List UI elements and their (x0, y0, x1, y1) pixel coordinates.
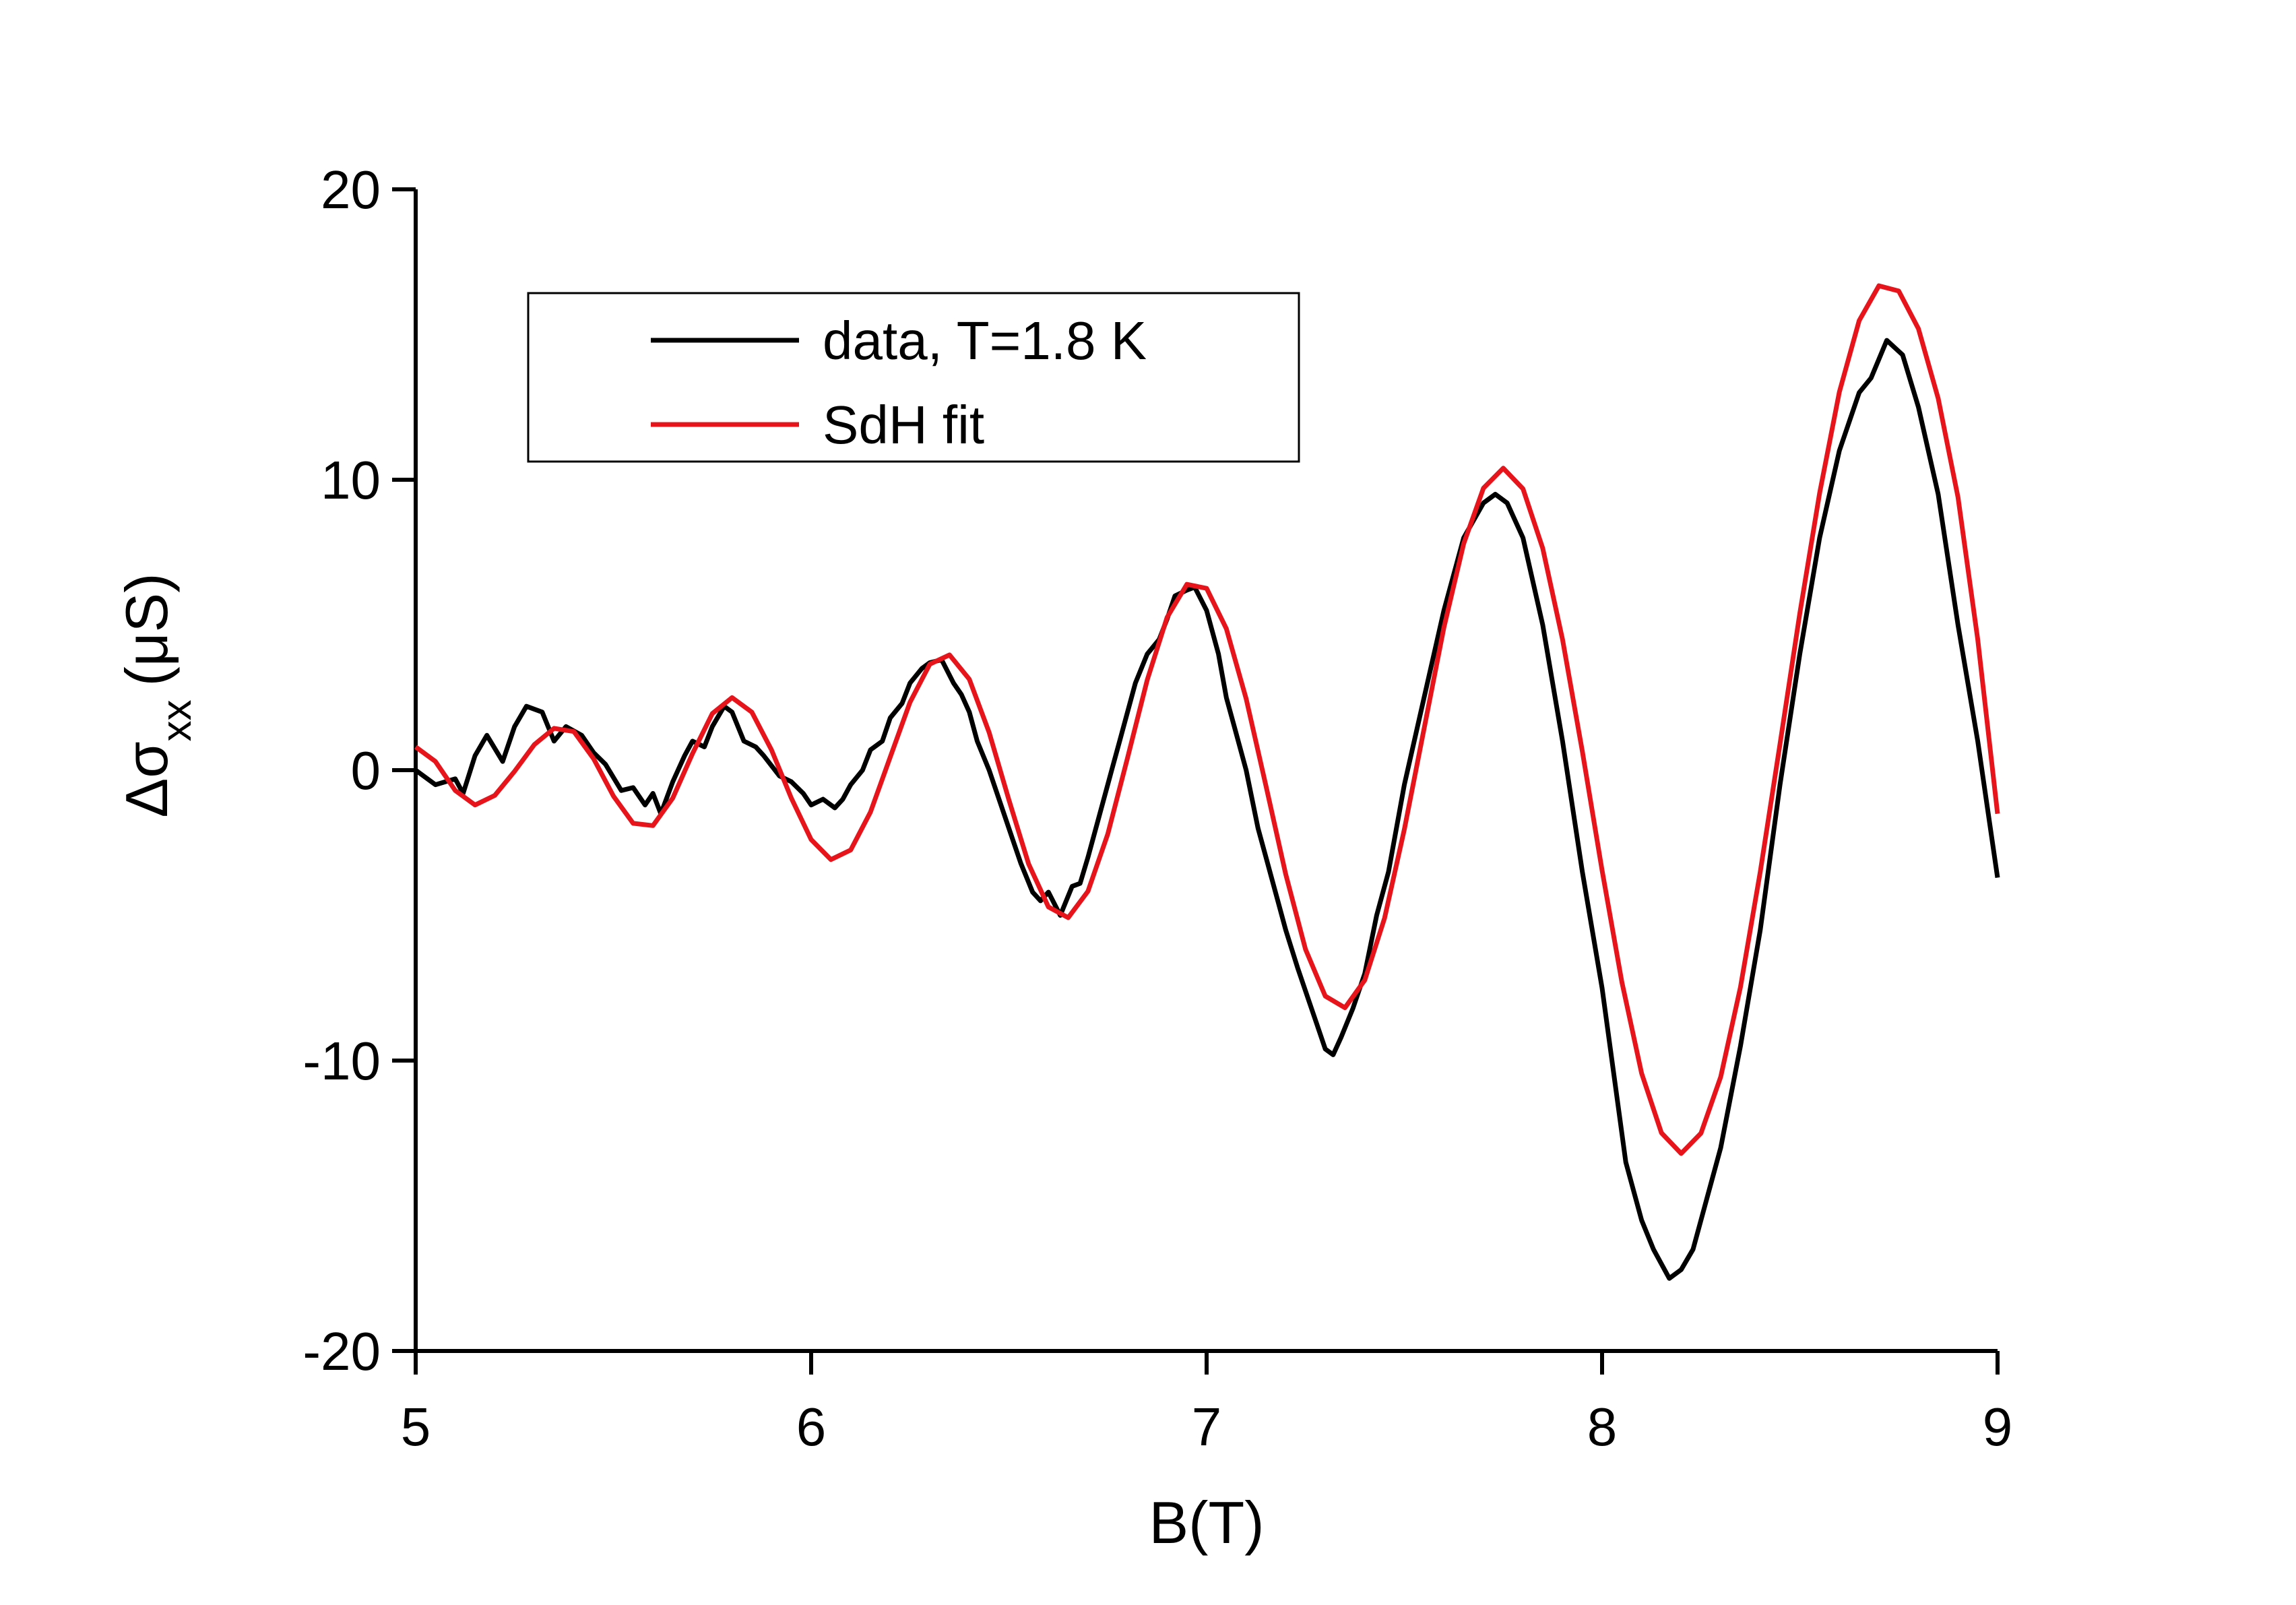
legend-label: SdH fit (823, 395, 984, 455)
x-tick-label: 7 (1192, 1397, 1222, 1457)
y-tick-label: 10 (321, 450, 381, 510)
y-label-subscript: xx (154, 699, 200, 741)
data-line (414, 338, 2000, 1281)
y-label-unit: (μS) (113, 573, 180, 686)
y-tick-label: 0 (351, 741, 381, 800)
x-tick-label: 5 (401, 1397, 431, 1457)
y-tick-label: 20 (321, 160, 381, 220)
x-tick-label: 9 (1983, 1397, 2013, 1457)
legend-label: data, T=1.8 K (823, 311, 1147, 371)
x-tick-label: 8 (1587, 1397, 1618, 1457)
y-axis-label: Δσxx (μS) (113, 573, 200, 817)
y-tick-label: -10 (302, 1031, 381, 1091)
x-tick-label: 6 (796, 1397, 827, 1457)
x-axis-label: B(T) (1149, 1489, 1264, 1556)
y-label-symbol: Δσ (113, 741, 180, 817)
y-tick-label: -20 (302, 1321, 381, 1381)
data-line (414, 283, 2000, 1156)
legend-box (527, 292, 1300, 463)
